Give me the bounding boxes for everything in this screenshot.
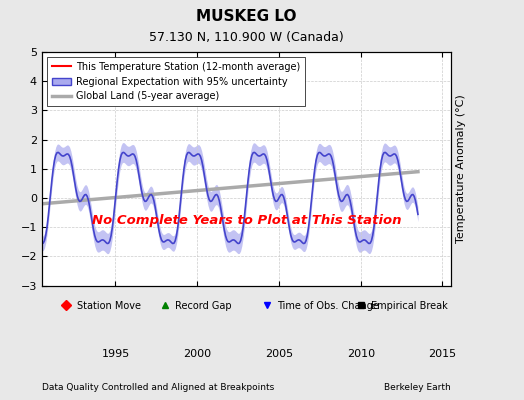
Legend: This Temperature Station (12-month average), Regional Expectation with 95% uncer: This Temperature Station (12-month avera… — [47, 57, 305, 106]
Text: No Complete Years to Plot at This Station: No Complete Years to Plot at This Statio… — [92, 214, 401, 227]
Text: 2005: 2005 — [265, 349, 293, 359]
Text: Time of Obs. Change: Time of Obs. Change — [277, 301, 379, 311]
Text: 1995: 1995 — [101, 349, 129, 359]
Text: 2010: 2010 — [347, 349, 375, 359]
Text: 57.130 N, 110.900 W (Canada): 57.130 N, 110.900 W (Canada) — [149, 31, 344, 44]
Text: Station Move: Station Move — [77, 301, 140, 311]
Text: 2000: 2000 — [183, 349, 211, 359]
Text: 2015: 2015 — [429, 349, 456, 359]
Y-axis label: Temperature Anomaly (°C): Temperature Anomaly (°C) — [456, 94, 466, 243]
Text: Berkeley Earth: Berkeley Earth — [384, 383, 451, 392]
Text: Record Gap: Record Gap — [175, 301, 232, 311]
Text: MUSKEG LO: MUSKEG LO — [196, 9, 297, 24]
Text: Empirical Break: Empirical Break — [371, 301, 447, 311]
Text: Data Quality Controlled and Aligned at Breakpoints: Data Quality Controlled and Aligned at B… — [42, 383, 274, 392]
